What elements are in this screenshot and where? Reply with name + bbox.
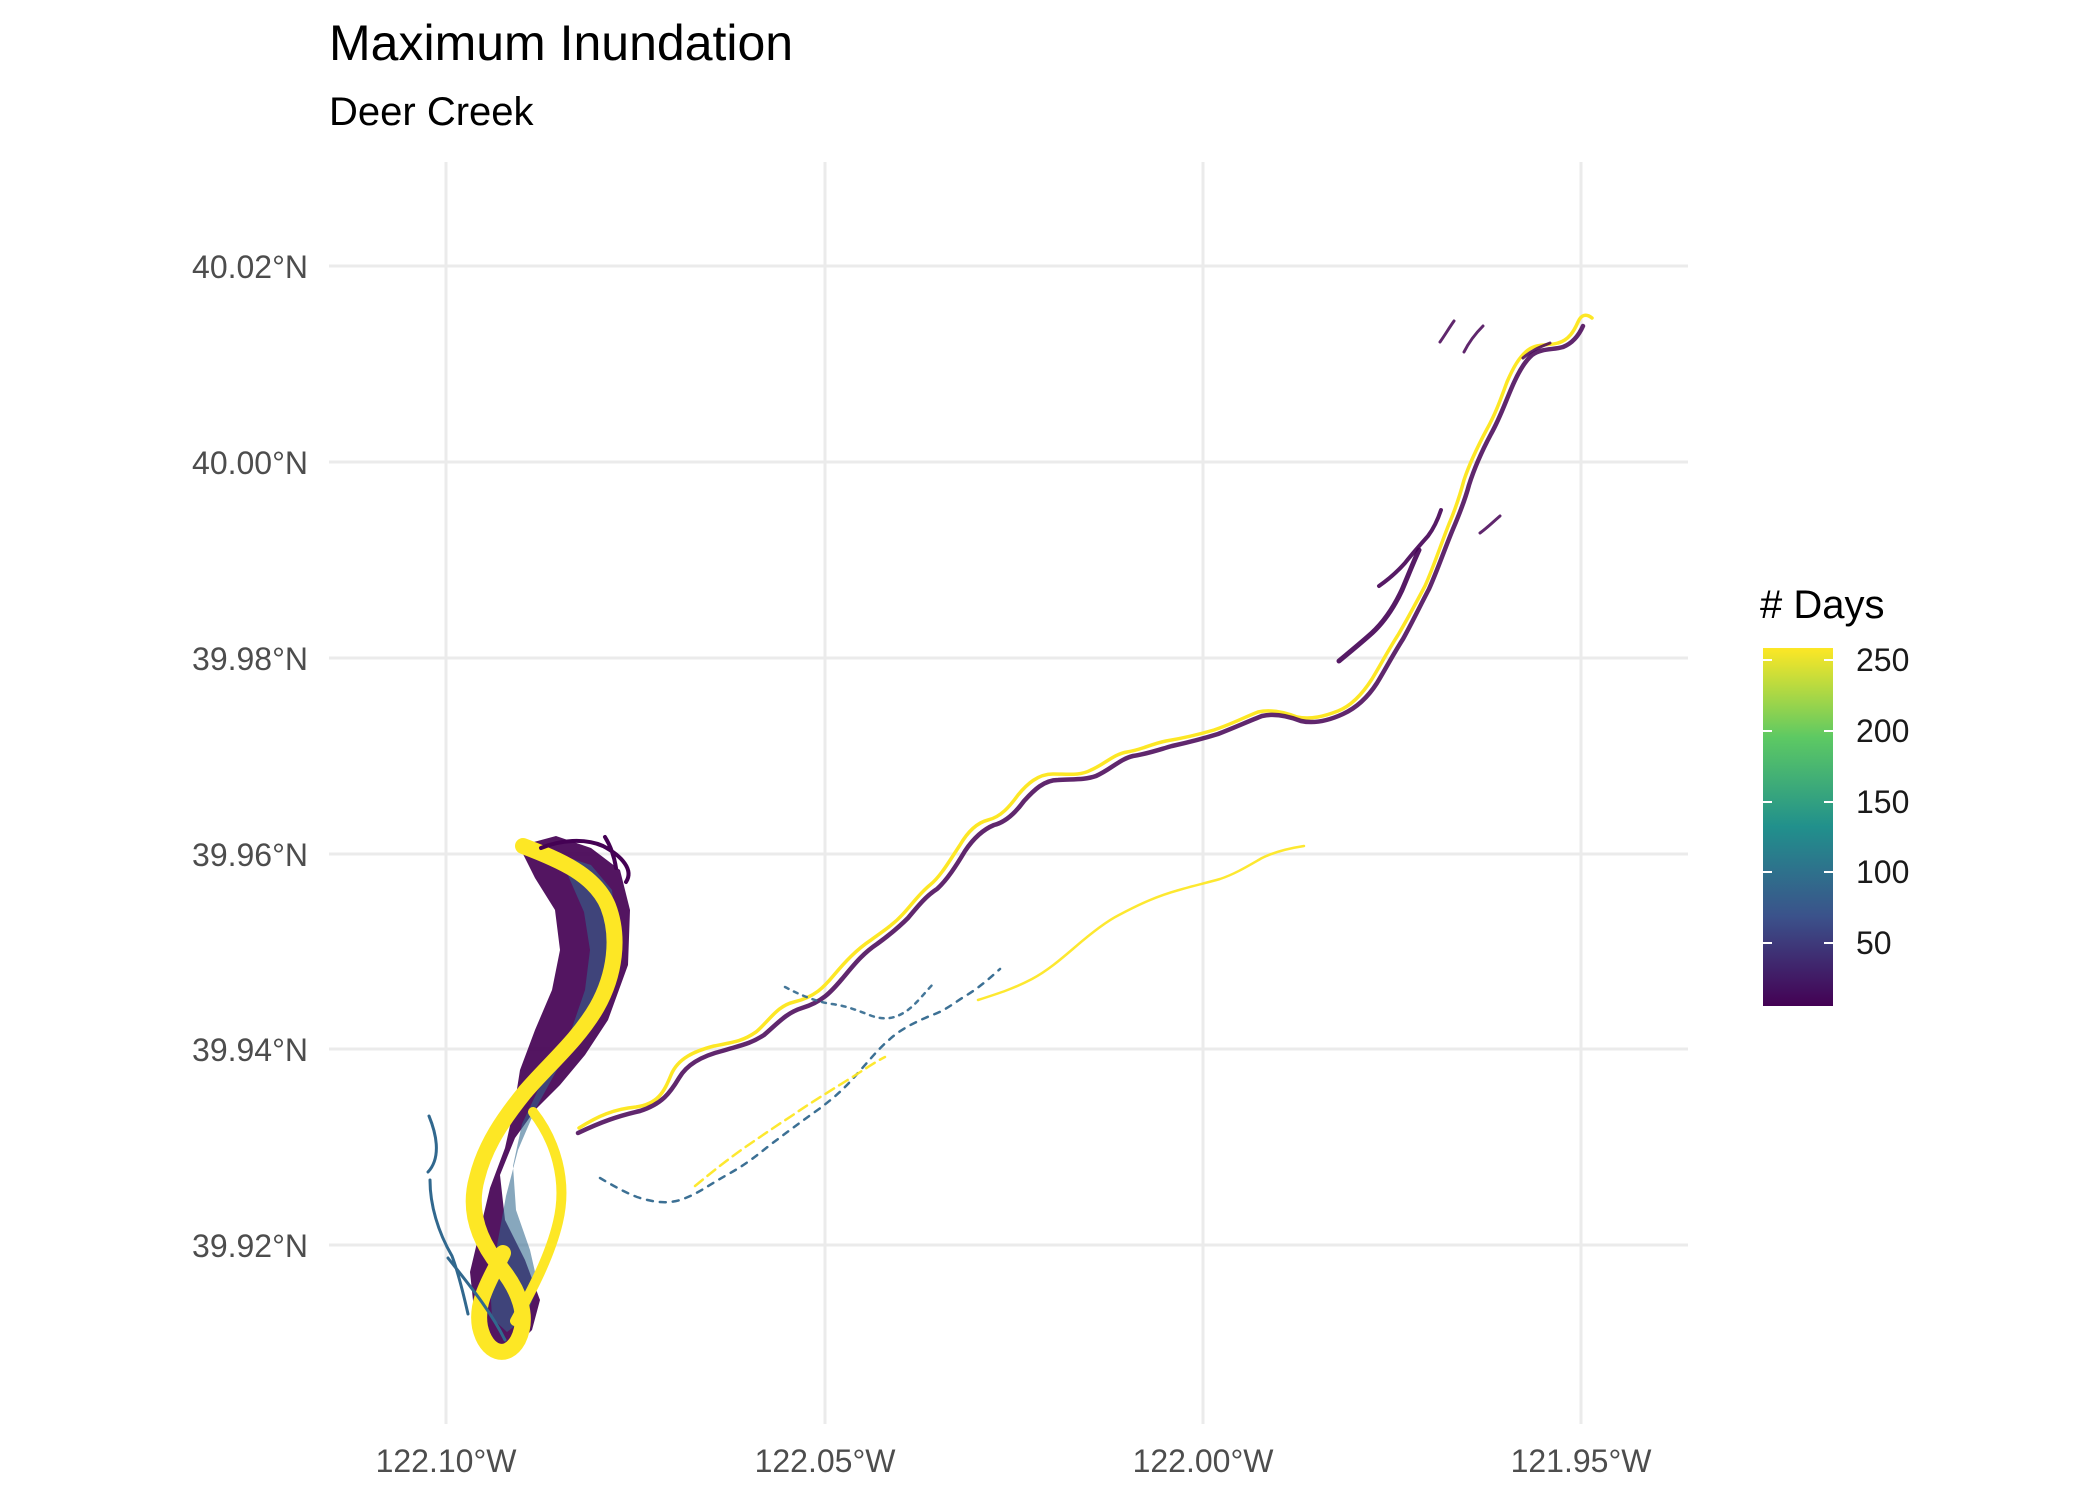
x-tick-label: 121.95°W: [1511, 1443, 1653, 1479]
northeast-braided-reach: [1377, 508, 1443, 588]
northern-yellow-distributary: [976, 844, 1306, 1002]
legend-title: # Days: [1760, 583, 1885, 627]
legend-tick-label: 100: [1856, 854, 1909, 890]
grid: [329, 162, 1688, 1424]
legend-tick-label: 200: [1856, 713, 1909, 749]
legend-tick-label: 250: [1856, 642, 1909, 678]
map-subtitle: Deer Creek: [329, 90, 534, 134]
y-axis: 40.02°N 40.00°N 39.98°N 39.96°N 39.94°N …: [192, 249, 308, 1264]
southern-yellow-distributary: [693, 1055, 887, 1188]
legend-tick-label: 150: [1856, 784, 1909, 820]
deer-creek-low-frequency-margin: [575, 323, 1586, 1136]
northern-floodplain-fringe: [539, 835, 631, 884]
x-tick-label: 122.00°W: [1133, 1443, 1275, 1479]
x-tick-label: 122.05°W: [755, 1443, 897, 1479]
western-side-channel: [426, 1114, 507, 1342]
x-axis: 122.10°W 122.05°W 122.00°W 121.95°W: [376, 1443, 1653, 1479]
y-tick-label: 40.02°N: [192, 249, 308, 285]
y-tick-label: 39.98°N: [192, 641, 308, 677]
upper-reach-fragments: [1438, 319, 1552, 535]
legend: # Days 250 200 150 100 50: [1760, 583, 1909, 1006]
y-tick-label: 39.94°N: [192, 1032, 308, 1068]
y-tick-label: 40.00°N: [192, 445, 308, 481]
floodplain-mid-frequency-area: [490, 855, 616, 1332]
deer-creek-main-channel: [577, 313, 1594, 1130]
inundation-layer: [426, 313, 1594, 1360]
main-channel-high-frequency: [465, 838, 623, 1360]
legend-color-bar: [1763, 648, 1833, 1006]
tributary-blue-trace: [598, 967, 1002, 1204]
y-tick-label: 39.96°N: [192, 837, 308, 873]
x-tick-label: 122.10°W: [376, 1443, 518, 1479]
y-tick-label: 39.92°N: [192, 1228, 308, 1264]
legend-tick-label: 50: [1856, 925, 1892, 961]
upper-blue-braid: [783, 980, 937, 1020]
secondary-channel-high-frequency: [510, 1107, 567, 1326]
map-title: Maximum Inundation: [329, 15, 794, 71]
upper-purple-braid: [1336, 547, 1422, 664]
